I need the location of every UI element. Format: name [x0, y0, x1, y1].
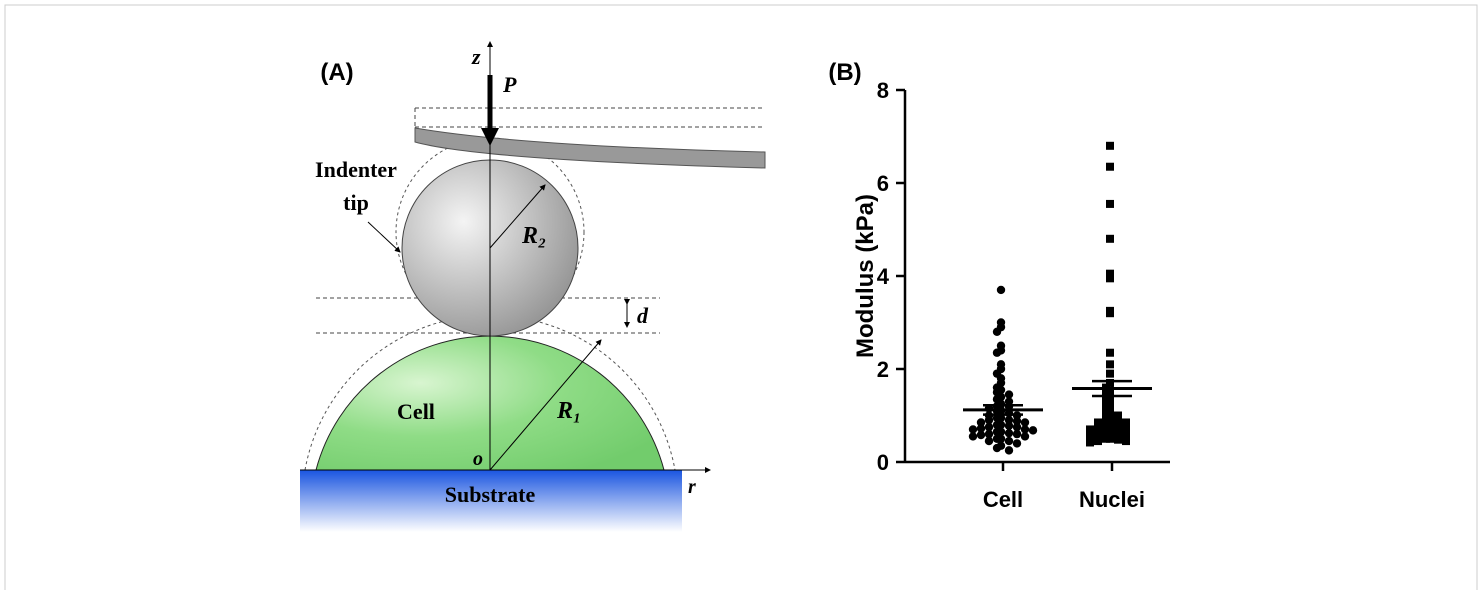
axis-label: r [688, 476, 696, 498]
data-point [997, 286, 1005, 294]
y-tick-label: 6 [877, 171, 889, 196]
data-point [1029, 426, 1037, 434]
cantilever [415, 128, 765, 168]
y-tick-label: 4 [877, 264, 890, 289]
data-point [1106, 370, 1114, 378]
data-point [1005, 422, 1013, 430]
data-point [1106, 349, 1114, 357]
data-point [1005, 446, 1013, 454]
radius-label: R₁ [556, 398, 581, 424]
pointer [368, 222, 400, 252]
data-point [993, 328, 1001, 336]
data-point [1005, 429, 1013, 437]
data-point [977, 431, 985, 439]
data-point [1102, 428, 1110, 436]
data-point [1106, 360, 1114, 368]
indenter-label: tip [343, 190, 369, 215]
panel-label: (B) [828, 59, 861, 86]
x-tick-label: Cell [983, 487, 1023, 512]
origin-label: o [473, 448, 483, 470]
cell-label: Cell [397, 399, 435, 424]
data-point [1005, 437, 1013, 445]
figure: (A) z P Indenter tip R₂ d Cell R₁ o r Su… [0, 0, 1482, 590]
data-point [1013, 430, 1021, 438]
data-point [993, 444, 1001, 452]
x-tick-label: Nuclei [1079, 487, 1145, 512]
data-point [1106, 142, 1114, 150]
panel-b: (B) Modulus (kPa) 0 2 4 6 8 Cell Nuclei [828, 59, 1170, 512]
y-axis-title: Modulus (kPa) [852, 194, 879, 358]
data-point [1106, 163, 1114, 171]
data-point [1086, 438, 1094, 446]
y-tick-label: 8 [877, 78, 889, 103]
data-point [1114, 423, 1122, 431]
panel-a: (A) z P Indenter tip R₂ d Cell R₁ o r Su… [300, 42, 765, 532]
data-point [969, 432, 977, 440]
data-point [985, 437, 993, 445]
axis-label: z [471, 44, 481, 69]
indenter-label: Indenter [315, 157, 397, 182]
depth-label: d [637, 303, 649, 328]
data-point [1086, 425, 1094, 433]
data-point [1102, 421, 1110, 429]
data-point [1106, 200, 1114, 208]
data-point [1106, 309, 1114, 317]
y-tick-label: 2 [877, 357, 889, 382]
data-point [1094, 430, 1102, 438]
frame [5, 5, 1477, 590]
data-point [1021, 432, 1029, 440]
data-point [1094, 437, 1102, 445]
radius-label: R₂ [521, 223, 546, 249]
data-point [1106, 235, 1114, 243]
data-point [1122, 418, 1130, 426]
guide [415, 108, 765, 127]
y-tick-label: 0 [877, 450, 889, 475]
data-point [1122, 437, 1130, 445]
data-point [1114, 436, 1122, 444]
data-point [1114, 416, 1122, 424]
data-point [1094, 423, 1102, 431]
data-point [993, 349, 1001, 357]
panel-label: (A) [320, 59, 353, 86]
data-point [1106, 274, 1114, 282]
substrate-label: Substrate [445, 482, 536, 507]
force-label: P [502, 72, 517, 97]
data-point [1013, 439, 1021, 447]
data-point [1102, 435, 1110, 443]
data-point [1122, 425, 1130, 433]
